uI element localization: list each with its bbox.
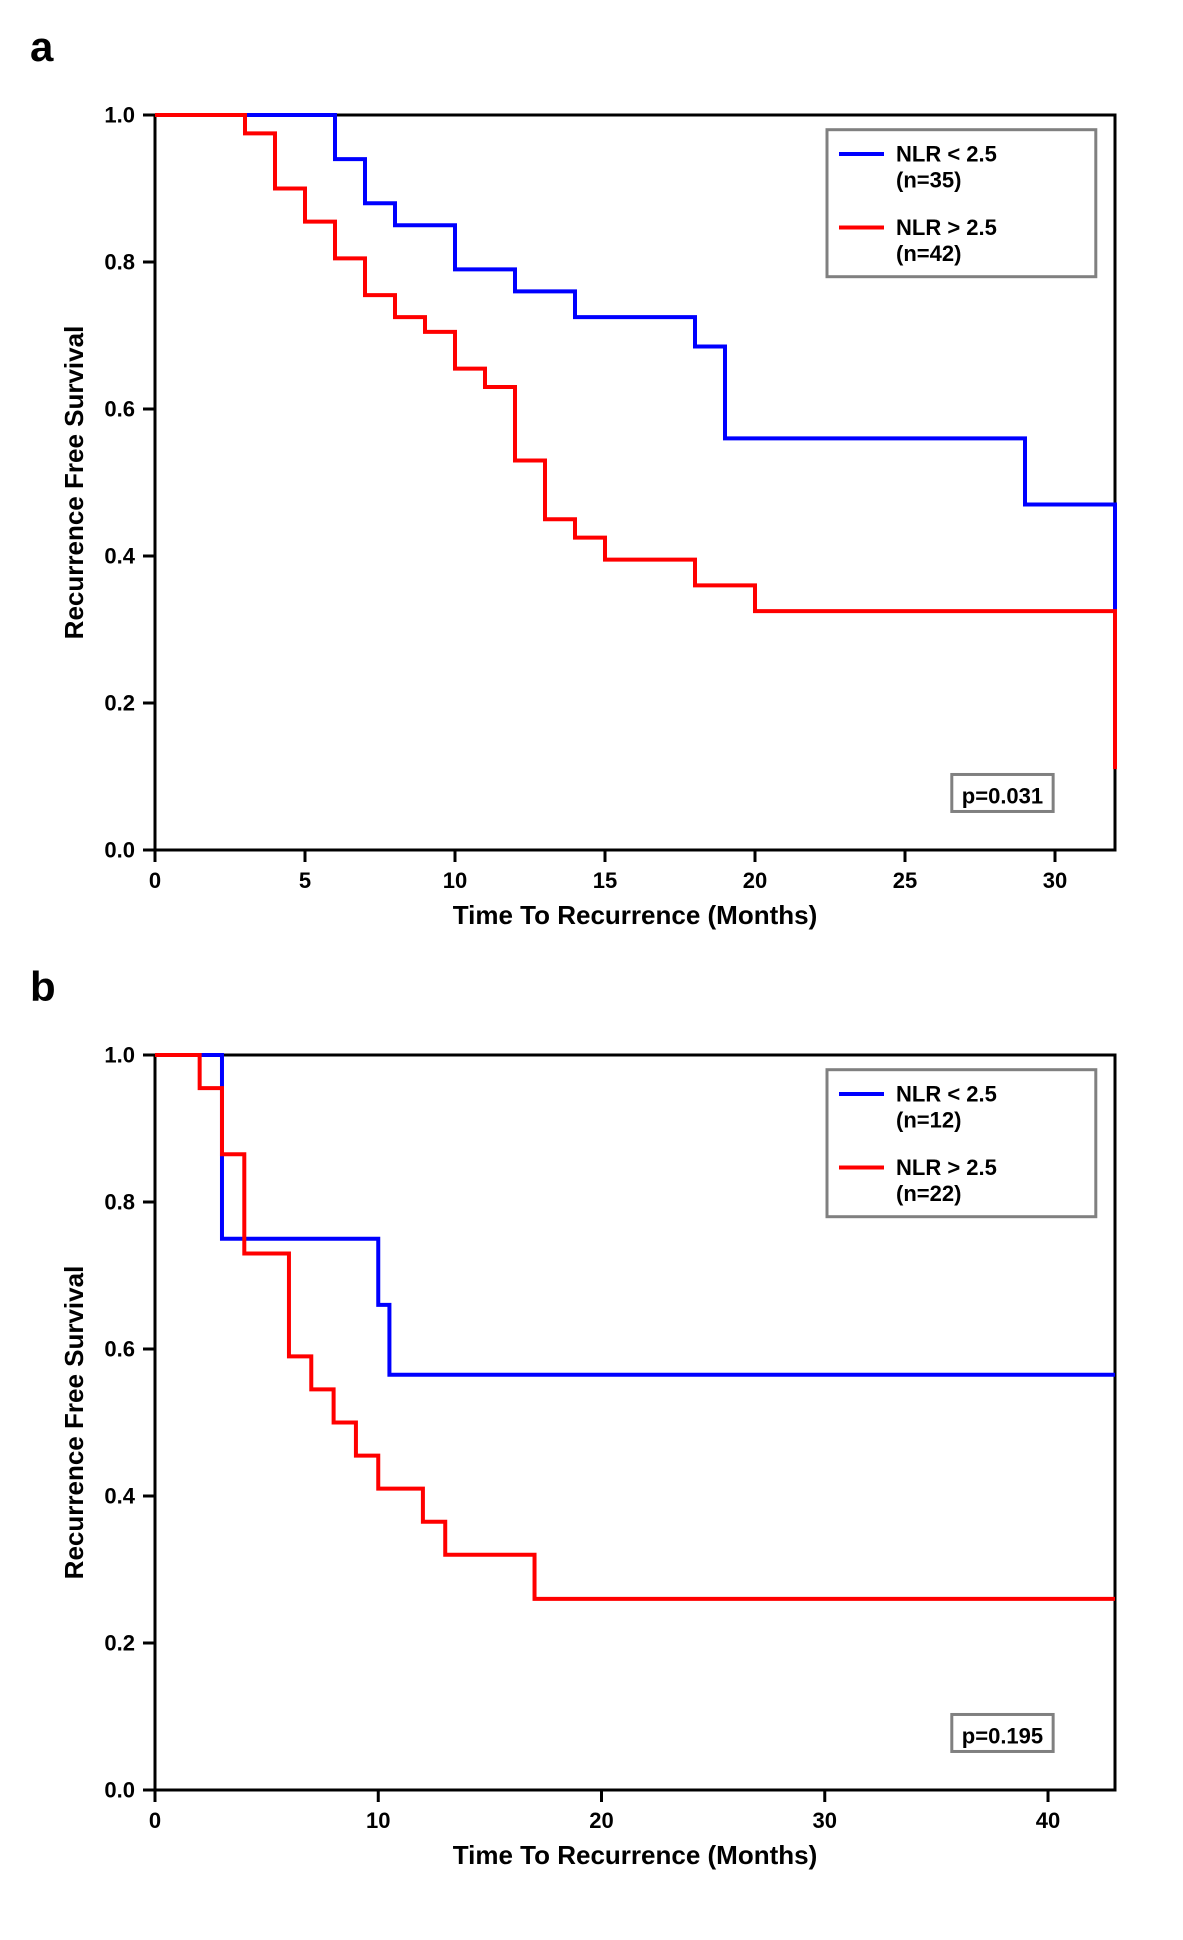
km-chart-b: 0 10 20 30 40 0.0 0.2 0.4 0.6 0.8 1.0 Time To Recur… xyxy=(0,960,1183,1900)
svg-text:p=0.031: p=0.031 xyxy=(962,783,1043,808)
svg-text:0.6: 0.6 xyxy=(104,1337,135,1362)
svg-text:10: 10 xyxy=(366,1808,390,1833)
svg-text:40: 40 xyxy=(1036,1808,1060,1833)
svg-text:p=0.195: p=0.195 xyxy=(962,1723,1043,1748)
km-panel-a: a 0 5 10 15 20 25 30 0.0 0.2 0.4 0.6 0.8 1.0 Time To … xyxy=(0,20,1183,960)
figure-page: { "figure": { "panel_a": { "label": "a",… xyxy=(0,0,1183,1940)
svg-text:(n=22): (n=22) xyxy=(896,1181,961,1206)
svg-text:15: 15 xyxy=(593,868,617,893)
svg-text:Time To Recurrence (Months): Time To Recurrence (Months) xyxy=(453,900,818,930)
panel-label-a: a xyxy=(30,23,53,71)
svg-text:0.4: 0.4 xyxy=(104,544,135,569)
svg-text:0.8: 0.8 xyxy=(104,1190,135,1215)
svg-text:1.0: 1.0 xyxy=(104,103,135,128)
svg-text:0.8: 0.8 xyxy=(104,250,135,275)
svg-text:(n=12): (n=12) xyxy=(896,1108,961,1133)
svg-text:0.4: 0.4 xyxy=(104,1484,135,1509)
svg-text:25: 25 xyxy=(893,868,917,893)
km-panel-b: b 0 10 20 30 40 0.0 0.2 0.4 0.6 0.8 1.0 Time To Rec… xyxy=(0,960,1183,1900)
svg-text:Recurrence Free Survival: Recurrence Free Survival xyxy=(59,1266,89,1580)
svg-text:NLR < 2.5: NLR < 2.5 xyxy=(896,142,997,167)
svg-text:(n=42): (n=42) xyxy=(896,241,961,266)
svg-text:30: 30 xyxy=(813,1808,837,1833)
svg-text:0: 0 xyxy=(149,868,161,893)
svg-text:Recurrence Free Survival: Recurrence Free Survival xyxy=(59,326,89,640)
svg-text:Time To Recurrence (Months): Time To Recurrence (Months) xyxy=(453,1840,818,1870)
svg-text:5: 5 xyxy=(299,868,311,893)
svg-text:0.2: 0.2 xyxy=(104,691,135,716)
svg-text:30: 30 xyxy=(1043,868,1067,893)
svg-text:0.6: 0.6 xyxy=(104,397,135,422)
svg-text:0.0: 0.0 xyxy=(104,1778,135,1803)
svg-text:0.0: 0.0 xyxy=(104,838,135,863)
svg-text:(n=35): (n=35) xyxy=(896,168,961,193)
svg-text:1.0: 1.0 xyxy=(104,1043,135,1068)
svg-text:NLR > 2.5: NLR > 2.5 xyxy=(896,1155,997,1180)
km-chart-a: 0 5 10 15 20 25 30 0.0 0.2 0.4 0.6 0.8 1.0 Time To Re… xyxy=(0,20,1183,960)
panel-label-b: b xyxy=(30,963,56,1011)
svg-text:0: 0 xyxy=(149,1808,161,1833)
svg-text:0.2: 0.2 xyxy=(104,1631,135,1656)
svg-text:20: 20 xyxy=(589,1808,613,1833)
svg-text:NLR > 2.5: NLR > 2.5 xyxy=(896,215,997,240)
svg-text:10: 10 xyxy=(443,868,467,893)
svg-text:NLR < 2.5: NLR < 2.5 xyxy=(896,1082,997,1107)
svg-text:20: 20 xyxy=(743,868,767,893)
